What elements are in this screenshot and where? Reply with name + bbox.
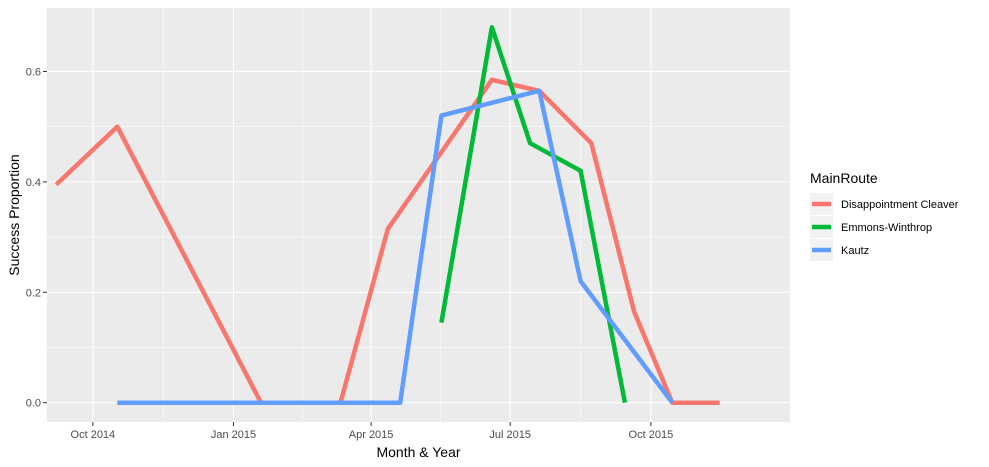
x-tick-label: Oct 2014 [71,429,116,441]
legend-label: Kautz [841,245,869,257]
minor-gridlines [47,8,790,422]
series-line-1 [439,25,628,404]
y-tick-label: 0.4 [26,177,41,189]
x-tick-label: Jul 2015 [489,429,531,441]
y-tick-label: 0.6 [26,66,41,78]
x-tick-label: Oct 2015 [629,429,674,441]
legend: MainRoute Disappointment Cleaver Emmons-W… [810,170,959,261]
y-axis: 0.0 0.2 0.4 0.6 [26,66,47,410]
y-tick-label: 0.0 [26,398,41,410]
x-tick-label: Jan 2015 [211,429,256,441]
y-tick-label: 0.2 [26,287,41,299]
x-axis-title: Month & Year [376,444,460,460]
legend-label: Emmons-Winthrop [841,222,932,234]
series-line-2 [117,88,675,405]
x-axis: Oct 2014 Jan 2015 Apr 2015 Jul 2015 Oct 2015 [71,422,674,441]
y-axis-title: Success Proportion [6,154,22,275]
legend-label: Disappointment Cleaver [841,199,959,211]
series-lines [54,25,720,405]
legend-title: MainRoute [810,170,878,186]
series-line-0 [54,77,720,405]
x-tick-label: Apr 2015 [349,429,394,441]
plot-panel [47,8,790,422]
